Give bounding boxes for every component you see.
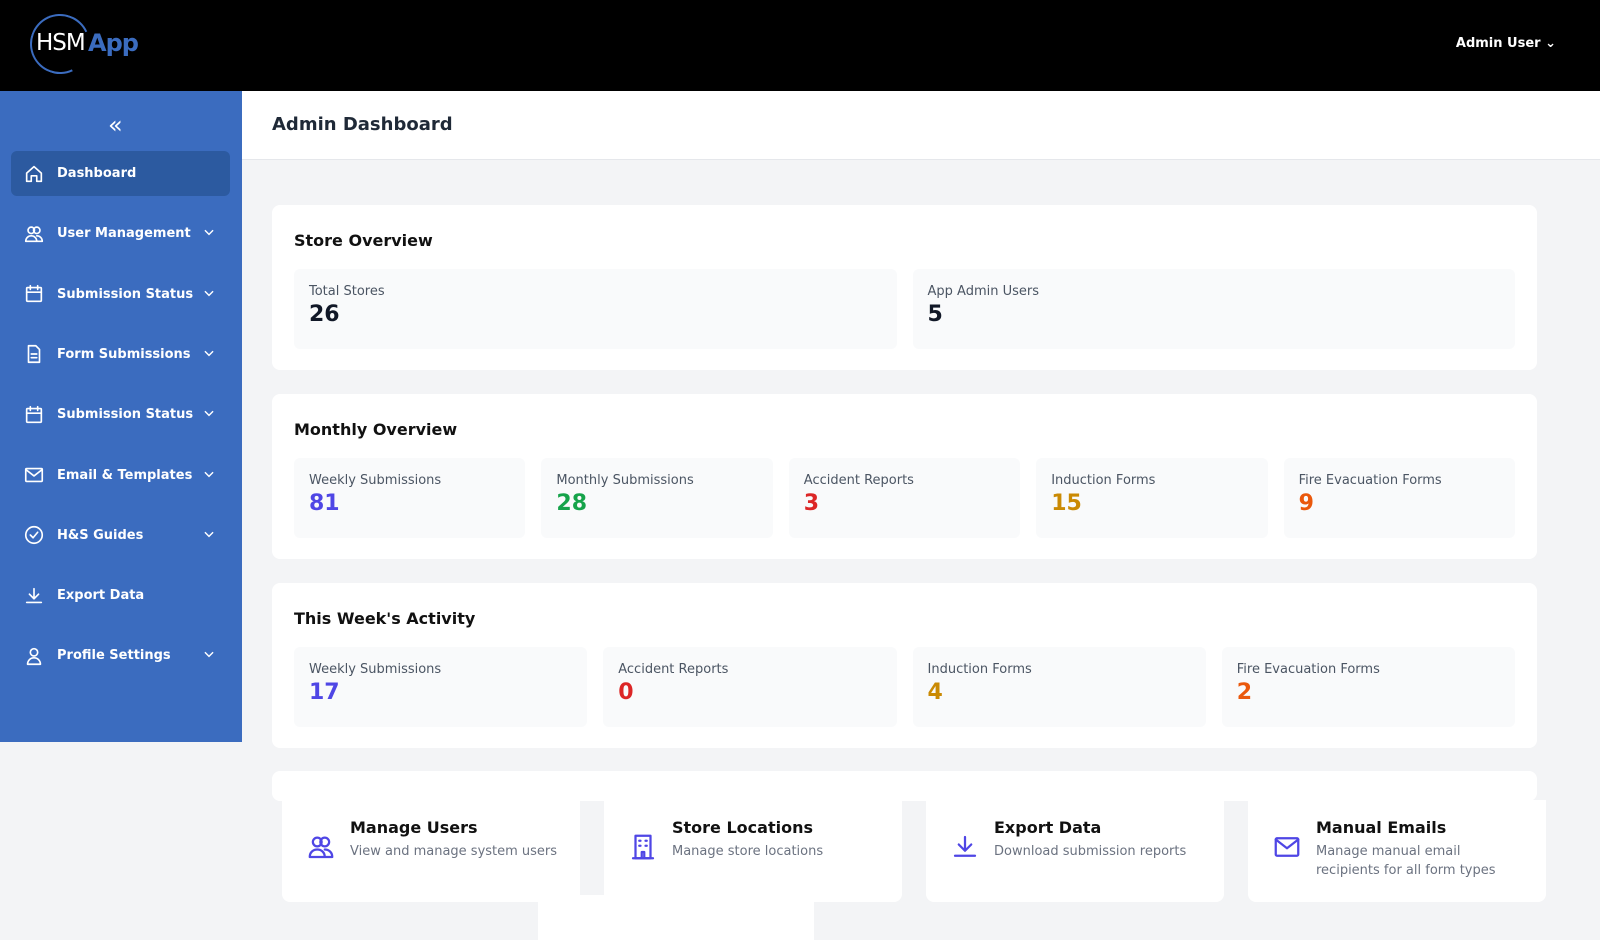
stat-value: 4 — [927, 680, 943, 705]
home-icon — [25, 165, 43, 182]
stat-card: Fire Evacuation Forms 9 — [1283, 458, 1515, 538]
chevron-down-icon — [204, 410, 214, 417]
stat-card: Accident Reports 3 — [788, 458, 1021, 538]
sidebar-item-submission-status[interactable]: Submission Status — [11, 392, 230, 437]
sidebar-item-submission-status[interactable]: Submission Status — [11, 272, 230, 317]
quick-action-manual-emails[interactable]: Manual Emails Manage manual email recipie… — [1248, 800, 1546, 902]
users-icon — [308, 836, 334, 859]
overlay-strip — [538, 895, 814, 940]
stat-label: Accident Reports — [618, 662, 729, 677]
stat-value: 9 — [1298, 491, 1314, 516]
quick-action-store-locations[interactable]: Store Locations Manage store locations — [604, 800, 902, 902]
page-title: Admin Dashboard — [272, 114, 453, 135]
section-title: Store Overview — [294, 231, 433, 250]
stat-label: Total Stores — [309, 284, 385, 299]
stat-value: 5 — [927, 302, 943, 327]
stat-label: Accident Reports — [803, 473, 914, 488]
stat-value: 26 — [309, 302, 340, 327]
calendar-icon — [25, 285, 43, 303]
stat-label: Weekly Submissions — [309, 473, 442, 488]
stat-card: Induction Forms 15 — [1036, 458, 1268, 538]
monthly-overview-card: Monthly Overview Weekly Submissions 81 Mon… — [272, 394, 1537, 559]
sidebar-item-user-management[interactable]: User Management — [11, 211, 230, 256]
stat-card: Monthly Submissions 28 — [541, 458, 773, 538]
sidebar-item-dashboard[interactable]: Dashboard — [11, 151, 230, 196]
stat-label: Fire Evacuation Forms — [1298, 473, 1442, 488]
chevron-down-icon — [204, 350, 214, 357]
stat-label: Fire Evacuation Forms — [1236, 662, 1380, 677]
stat-value: 15 — [1051, 491, 1082, 516]
stat-value: 2 — [1236, 680, 1253, 705]
chevron-down-icon — [204, 652, 214, 658]
section-title: This Week's Activity — [294, 609, 476, 628]
stat-card: Accident Reports 0 — [603, 647, 897, 727]
stat-label: App Admin Users — [927, 284, 1040, 299]
quick-action-manage-users[interactable]: Manage Users View and manage system users — [282, 800, 580, 902]
stat-value: 28 — [556, 491, 588, 516]
stat-label: Monthly Submissions — [556, 473, 694, 488]
sidebar-item-profile-settings[interactable]: Profile Settings — [11, 633, 230, 678]
collapse-sidebar-icon[interactable]: « — [108, 111, 123, 139]
week-activity-card: This Week's Activity Weekly Submissions 1… — [272, 583, 1537, 748]
stat-label: Induction Forms — [927, 662, 1032, 677]
stat-card: Total Stores 26 — [294, 269, 897, 349]
chevron-down-icon — [204, 471, 214, 477]
sidebar-item-email-templates[interactable]: Email & Templates — [11, 453, 230, 498]
check-circle-icon — [24, 526, 44, 545]
building-icon — [631, 834, 655, 860]
stat-card: Fire Evacuation Forms 2 — [1221, 647, 1515, 727]
store-overview-card: Store Overview Total Stores 26 App Admin U… — [272, 205, 1537, 370]
sidebar-item-export-data[interactable]: Export Data — [11, 573, 230, 618]
calendar-icon — [25, 405, 43, 423]
chevron-down-icon — [204, 290, 214, 296]
section-title: Monthly Overview — [294, 420, 458, 439]
document-icon — [27, 345, 41, 364]
quick-action-export-data[interactable]: Export Data Download submission reports — [926, 800, 1224, 902]
stat-value: 3 — [803, 491, 820, 516]
chevron-down-icon: ⌄ — [1545, 36, 1556, 51]
stat-card: App Admin Users 5 — [912, 269, 1515, 349]
stat-value: 17 — [309, 680, 340, 705]
stat-card: Weekly Submissions 17 — [294, 647, 588, 727]
stat-card: Induction Forms 4 — [912, 647, 1206, 727]
chevron-down-icon — [204, 531, 214, 538]
stat-card: Weekly Submissions 81 — [294, 458, 526, 538]
sidebar-item-form-submissions[interactable]: Form Submissions — [11, 332, 230, 377]
sidebar-item-h-s-guides[interactable]: H&S Guides — [11, 513, 230, 558]
download-icon — [953, 835, 977, 857]
sidebar: « Dashboard User Management Submission Sta… — [0, 91, 242, 742]
stat-value: 0 — [618, 680, 634, 705]
mail-icon — [24, 467, 44, 483]
logo[interactable]: HSM App — [21, 5, 160, 83]
stat-label: Weekly Submissions — [309, 662, 442, 677]
mail-icon — [1274, 837, 1300, 857]
page-header: Admin Dashboard — [242, 91, 1600, 160]
download-icon — [25, 587, 43, 603]
stat-label: Induction Forms — [1051, 473, 1156, 488]
user-icon — [26, 647, 42, 665]
quick-actions-card — [272, 771, 1537, 801]
user-menu[interactable]: Admin User ⌄ — [1455, 36, 1556, 51]
users-icon — [24, 226, 44, 242]
top-header: HSM App Admin User ⌄ — [0, 0, 1600, 91]
chevron-down-icon — [204, 230, 214, 236]
stat-value: 81 — [309, 491, 340, 516]
